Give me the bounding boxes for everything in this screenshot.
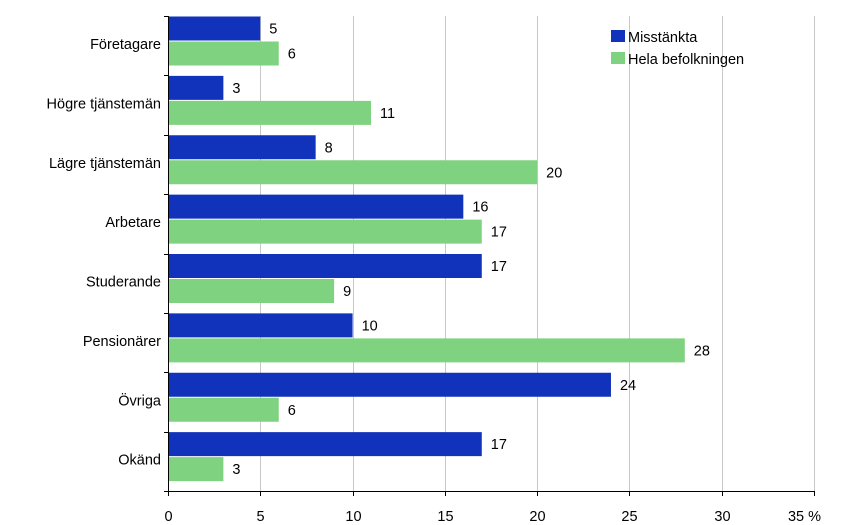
category-label: Övriga — [118, 391, 162, 409]
bar-befolkningen-0 — [168, 41, 279, 66]
x-tick-label: 0 — [164, 509, 172, 525]
bar-befolkningen-1 — [168, 100, 372, 125]
value-label: 3 — [232, 462, 240, 478]
x-tick-label: 30 — [714, 509, 730, 525]
bar-misstankta-2 — [168, 135, 316, 160]
legend-label: Hela befolkningen — [628, 52, 744, 68]
x-tick-label: 10 — [345, 509, 361, 525]
legend-label: Misstänkta — [628, 30, 698, 46]
value-label: 3 — [232, 81, 240, 97]
category-label: Arbetare — [105, 215, 161, 231]
grid-lines — [260, 16, 815, 491]
bar-misstankta-1 — [168, 75, 224, 100]
value-label: 9 — [343, 284, 351, 300]
value-label: 20 — [546, 165, 562, 181]
x-tick-label: 25 — [621, 509, 637, 525]
bar-misstankta-4 — [168, 254, 482, 278]
value-label: 11 — [380, 106, 395, 122]
category-label: Studerande — [86, 275, 161, 291]
legend-swatch — [611, 52, 625, 64]
category-label: Pensionärer — [83, 334, 161, 350]
value-label: 16 — [472, 200, 488, 216]
legend: Misstänkta Hela befolkningen — [611, 30, 744, 68]
category-label: Högre tjänstemän — [47, 96, 161, 112]
bars — [168, 16, 685, 482]
bar-misstankta-7 — [168, 432, 482, 457]
value-label: 5 — [269, 22, 277, 38]
bar-befolkningen-4 — [168, 279, 335, 303]
value-label: 28 — [694, 343, 710, 359]
value-label: 24 — [620, 378, 636, 394]
value-label: 6 — [288, 403, 296, 419]
bar-misstankta-0 — [168, 16, 261, 41]
category-label: Företagare — [90, 37, 161, 53]
bar-befolkningen-3 — [168, 219, 482, 244]
bar-befolkningen-7 — [168, 457, 224, 482]
bar-misstankta-5 — [168, 313, 353, 338]
value-label: 10 — [362, 318, 378, 334]
value-label: 8 — [325, 140, 333, 156]
bar-misstankta-6 — [168, 372, 611, 397]
x-tick-label: 20 — [529, 509, 545, 525]
category-label: Lägre tjänstemän — [49, 156, 161, 172]
axes: Företagare Högre tjänstemän Lägre tjänstem… — [47, 16, 821, 525]
x-tick-label: 5 — [256, 509, 264, 525]
value-label: 17 — [491, 437, 507, 453]
bar-befolkningen-2 — [168, 160, 538, 185]
bar-befolkningen-5 — [168, 338, 685, 363]
value-label: 6 — [288, 47, 296, 63]
value-label: 17 — [491, 225, 507, 241]
bar-misstankta-3 — [168, 194, 464, 219]
x-tick-label: 35 % — [788, 509, 821, 525]
value-label: 17 — [491, 259, 507, 275]
bar-befolkningen-6 — [168, 397, 279, 422]
x-tick-label: 15 — [437, 509, 453, 525]
legend-swatch — [611, 30, 625, 42]
category-label: Okänd — [118, 453, 161, 469]
